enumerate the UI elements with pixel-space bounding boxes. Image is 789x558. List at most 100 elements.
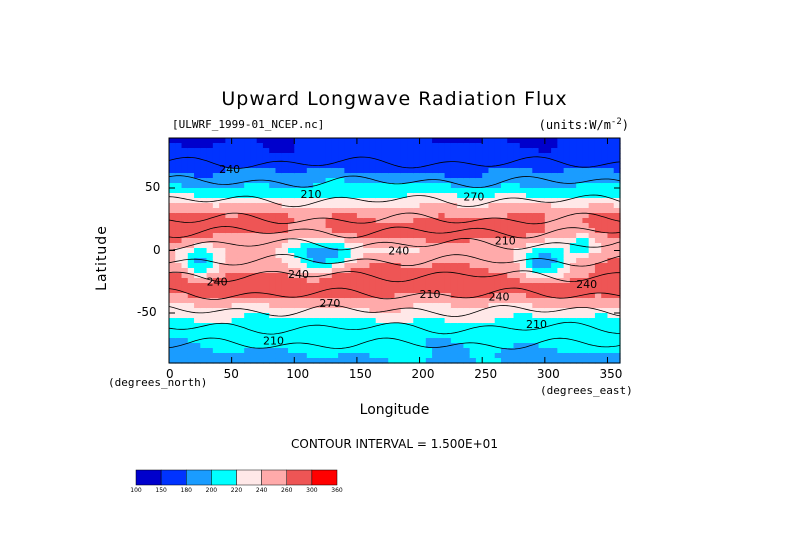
heatmap-cell (200, 163, 208, 169)
heatmap-cell (469, 198, 477, 204)
heatmap-cell (488, 198, 496, 204)
heatmap-cell (513, 343, 521, 349)
heatmap-cell (181, 213, 189, 219)
heatmap-cell (175, 238, 183, 244)
heatmap-cell (356, 208, 364, 214)
heatmap-cell (438, 148, 446, 154)
heatmap-cell (331, 333, 339, 339)
heatmap-cell (187, 323, 195, 329)
heatmap-cell (419, 163, 427, 169)
heatmap-cell (281, 198, 289, 204)
heatmap-cell (194, 348, 201, 354)
heatmap-cell (250, 193, 258, 199)
heatmap-cell (438, 298, 446, 304)
contour-label: 270 (463, 191, 484, 204)
heatmap-cell (275, 278, 283, 284)
heatmap-cell (331, 348, 339, 354)
heatmap-cell (457, 248, 465, 254)
heatmap-cell (350, 153, 358, 159)
heatmap-cell (569, 233, 577, 239)
heatmap-cell (507, 308, 515, 314)
heatmap-cell (225, 318, 233, 324)
heatmap-cell (613, 138, 621, 144)
heatmap-cell (444, 168, 452, 174)
heatmap-cell (388, 293, 396, 299)
heatmap-cell (344, 248, 352, 254)
heatmap-cell (613, 208, 621, 214)
heatmap-cell (425, 358, 433, 364)
heatmap-cell (319, 208, 327, 214)
heatmap-cell (457, 143, 465, 149)
heatmap-cell (212, 158, 220, 164)
heatmap-cell (457, 223, 465, 229)
heatmap-cell (576, 213, 584, 219)
heatmap-cell (413, 208, 421, 214)
heatmap-cell (576, 288, 584, 294)
heatmap-cell (231, 268, 239, 274)
heatmap-cell (206, 208, 214, 214)
heatmap-cell (607, 233, 615, 239)
heatmap-cell (294, 248, 302, 254)
heatmap-cell (532, 353, 540, 359)
heatmap-cell (219, 173, 226, 179)
heatmap-cell (582, 153, 590, 159)
heatmap-cell (294, 188, 302, 194)
heatmap-cell (413, 213, 421, 219)
heatmap-cell (500, 138, 508, 144)
heatmap-cell (256, 283, 264, 289)
heatmap-cell (450, 218, 458, 224)
heatmap-cell (313, 293, 320, 299)
heatmap-cell (381, 153, 389, 159)
heatmap-cell (538, 278, 546, 284)
heatmap-cell (206, 268, 214, 274)
heatmap-cell (275, 328, 283, 334)
heatmap-cell (463, 358, 471, 364)
heatmap-cell (256, 278, 264, 284)
heatmap-cell (344, 288, 352, 294)
heatmap-cell (613, 203, 621, 209)
heatmap-cell (419, 333, 427, 339)
heatmap-cell (269, 338, 277, 344)
heatmap-cell (319, 248, 327, 254)
heatmap-cell (294, 203, 302, 209)
heatmap-cell (519, 353, 527, 359)
heatmap-cell (212, 238, 220, 244)
heatmap-cell (325, 248, 333, 254)
heatmap-cell (576, 353, 584, 359)
heatmap-cell (488, 218, 496, 224)
heatmap-cell (557, 238, 565, 244)
heatmap-cell (288, 263, 295, 269)
heatmap-cell (338, 193, 345, 199)
heatmap-cell (569, 238, 577, 244)
heatmap-cell (400, 268, 408, 274)
heatmap-cell (475, 203, 483, 209)
heatmap-cell (313, 148, 320, 154)
heatmap-cell (450, 143, 458, 149)
heatmap-cell (225, 273, 233, 279)
heatmap-cell (519, 308, 527, 314)
heatmap-cell (457, 188, 465, 194)
heatmap-cell (269, 263, 277, 269)
heatmap-cell (444, 228, 452, 234)
heatmap-cell (407, 298, 414, 304)
heatmap-cell (463, 318, 471, 324)
heatmap-cell (262, 248, 270, 254)
heatmap-cell (369, 318, 377, 324)
heatmap-cell (607, 193, 615, 199)
heatmap-cell (381, 293, 389, 299)
heatmap-cell (482, 313, 490, 319)
heatmap-cell (526, 168, 533, 174)
heatmap-cell (400, 228, 408, 234)
heatmap-cell (425, 213, 433, 219)
heatmap-cell (450, 308, 458, 314)
heatmap-cell (513, 228, 521, 234)
heatmap-cell (275, 188, 283, 194)
heatmap-cell (350, 278, 358, 284)
heatmap-cell (551, 298, 558, 304)
heatmap-cell (331, 358, 339, 364)
heatmap-cell (175, 358, 183, 364)
heatmap-cell (206, 323, 214, 329)
heatmap-cell (544, 138, 552, 144)
heatmap-cell (350, 168, 358, 174)
heatmap-cell (444, 233, 452, 239)
